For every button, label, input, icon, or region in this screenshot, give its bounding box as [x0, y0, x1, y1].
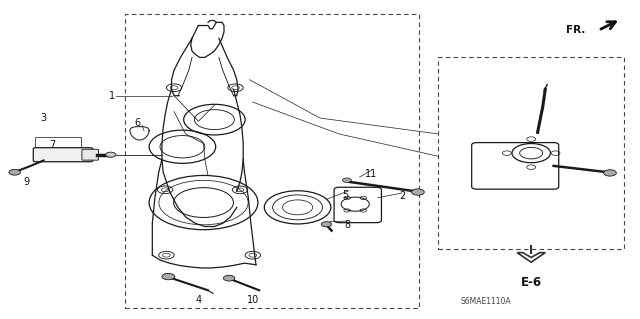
- Text: 8: 8: [344, 220, 351, 230]
- Text: 10: 10: [246, 295, 259, 305]
- Text: 2: 2: [399, 191, 405, 201]
- Circle shape: [106, 152, 116, 157]
- FancyBboxPatch shape: [82, 149, 99, 160]
- Text: E-6: E-6: [520, 276, 542, 289]
- Bar: [438, 57, 624, 249]
- Text: 11: 11: [365, 169, 378, 179]
- Circle shape: [412, 189, 424, 195]
- Text: 6: 6: [134, 118, 141, 128]
- Circle shape: [342, 178, 351, 182]
- Text: 9: 9: [24, 177, 30, 187]
- Text: 3: 3: [40, 113, 47, 123]
- Text: S6MAE1110A: S6MAE1110A: [461, 297, 511, 306]
- Polygon shape: [517, 253, 545, 262]
- Circle shape: [223, 275, 235, 281]
- Circle shape: [162, 273, 175, 280]
- Bar: [35, 137, 81, 159]
- Text: 4: 4: [195, 295, 202, 305]
- Text: 1: 1: [109, 91, 115, 101]
- Circle shape: [604, 170, 616, 176]
- Circle shape: [9, 169, 20, 175]
- Circle shape: [321, 222, 332, 227]
- Bar: [125, 14, 419, 308]
- Text: FR.: FR.: [566, 25, 586, 35]
- Text: 5: 5: [342, 189, 349, 200]
- Text: 7: 7: [49, 140, 56, 150]
- FancyBboxPatch shape: [33, 148, 93, 162]
